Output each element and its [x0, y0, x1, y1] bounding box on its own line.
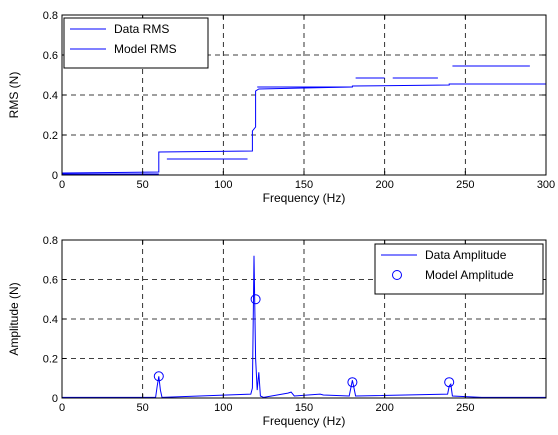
- x-tick-label: 150: [295, 402, 313, 414]
- x-tick-label: 200: [375, 402, 393, 414]
- y-tick-label: 0.4: [43, 90, 58, 102]
- y-tick-label: 0: [52, 393, 58, 405]
- legend-label: Data Amplitude: [425, 248, 507, 262]
- y-tick-label: 0.8: [43, 235, 58, 247]
- data-point: [347, 377, 358, 388]
- data-point: [444, 377, 455, 388]
- y-tick-label: 0.2: [43, 130, 58, 142]
- series-2: [153, 294, 455, 388]
- series-1: [61, 83, 546, 174]
- y-axis-label: Amplitude (N): [7, 282, 21, 355]
- x-tick-label: 100: [214, 179, 232, 191]
- tick-labels: 0 50 100 150 200 250 300 0 0.2 0.4 0.6 0.8: [43, 10, 555, 191]
- x-tick-label: 100: [214, 402, 232, 414]
- data-point: [153, 371, 164, 382]
- y-tick-label: 0.4: [43, 314, 58, 326]
- series-line: [61, 83, 546, 174]
- legend-label: Model RMS: [114, 42, 177, 56]
- x-tick-label: 0: [59, 402, 65, 414]
- legend-label: Data RMS: [114, 22, 169, 36]
- y-tick-label: 0.6: [43, 50, 58, 62]
- y-tick-label: 0.6: [43, 275, 58, 287]
- x-tick-label: 50: [137, 179, 149, 191]
- x-tick-label: 250: [456, 402, 474, 414]
- data-point: [250, 294, 261, 305]
- y-tick-label: 0: [52, 170, 58, 182]
- series-1: [62, 255, 546, 398]
- chart-2: 0 50 100 150 200 250 0 0.2 0.4 0.6 0.8 Frequency (H…: [7, 235, 547, 428]
- x-tick-label: 50: [137, 402, 149, 414]
- tick-labels: 0 50 100 150 200 250 0 0.2 0.4 0.6 0.8: [43, 235, 546, 414]
- legend: Data RMS Model RMS: [63, 17, 209, 69]
- x-tick-label: 300: [537, 179, 555, 191]
- x-axis-label: Frequency (Hz): [263, 191, 346, 205]
- legend-label: Model Amplitude: [425, 268, 514, 282]
- legend-box: [63, 17, 209, 69]
- legend-marker: [392, 270, 402, 280]
- series-line: [62, 255, 546, 398]
- x-tick-label: 200: [375, 179, 393, 191]
- y-axis-label: RMS (N): [7, 72, 21, 119]
- legend: Data Amplitude Model Amplitude: [374, 243, 544, 295]
- legend-box: [374, 243, 544, 295]
- x-tick-label: 0: [59, 179, 65, 191]
- x-axis-label: Frequency (Hz): [263, 414, 346, 428]
- y-tick-label: 0.8: [43, 10, 58, 22]
- chart-1: 0 50 100 150 200 250 300 0 0.2 0.4 0.6 0.8 Frequency…: [7, 10, 555, 205]
- x-tick-label: 250: [456, 179, 474, 191]
- series-2: [62, 65, 530, 175]
- x-tick-label: 150: [295, 179, 313, 191]
- y-tick-label: 0.2: [43, 354, 58, 366]
